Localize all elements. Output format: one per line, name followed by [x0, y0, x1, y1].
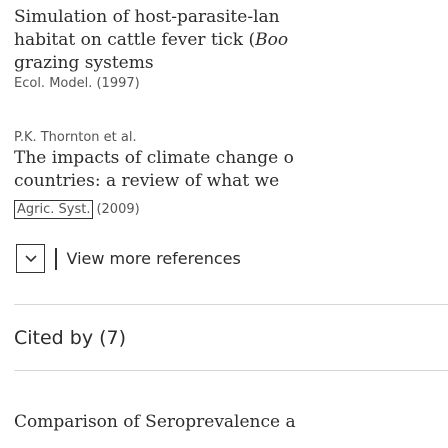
reference-title-text: habitat on cattle fever tick (Boo: [14, 30, 289, 50]
reference-source: Ecol. Model. (1997): [14, 76, 140, 91]
view-more-references-button[interactable]: View more references: [16, 244, 241, 273]
reference-title-link[interactable]: Simulation of host-parasite-lan habitat …: [14, 6, 448, 75]
cited-by-heading: Cited by (7): [14, 327, 127, 349]
reference-source: Agric. Syst. (2009): [14, 200, 140, 219]
reference-title-line: habitat on cattle fever tick (Boo: [14, 29, 448, 52]
reference-title-line: Simulation of host-parasite-lan: [14, 7, 280, 27]
chevron-down-icon[interactable]: [16, 244, 45, 273]
section-divider: [14, 370, 448, 371]
journal-link[interactable]: Agric. Syst.: [14, 200, 94, 219]
divider: [55, 247, 57, 270]
reference-authors: P.K. Thornton et al.: [14, 130, 137, 145]
reference-year: (2009): [96, 202, 140, 217]
view-more-label: View more references: [66, 249, 241, 268]
reference-title-line: countries: a review of what we: [14, 171, 280, 191]
reference-title-line: The impacts of climate change o: [14, 148, 294, 168]
scientific-name: Boo: [255, 30, 289, 50]
reference-title-line: grazing systems: [14, 53, 154, 73]
reference-title-link[interactable]: The impacts of climate change o countrie…: [14, 147, 448, 193]
citing-article-title-link[interactable]: Comparison of Seroprevalence a: [14, 412, 296, 432]
section-divider: [14, 304, 448, 305]
